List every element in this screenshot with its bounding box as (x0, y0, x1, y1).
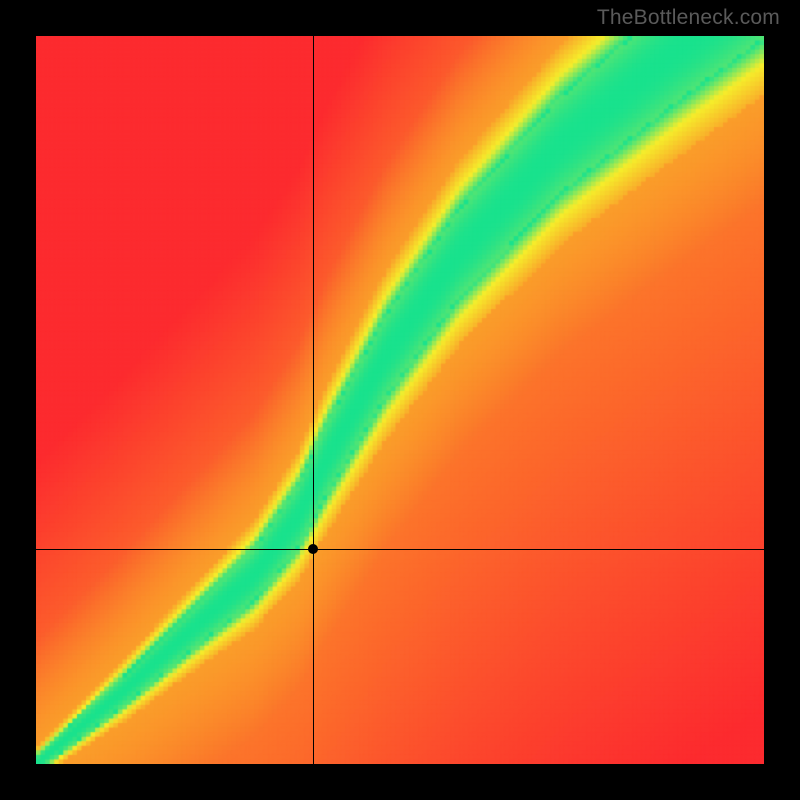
bottleneck-heatmap (36, 36, 764, 764)
watermark-text: TheBottleneck.com (597, 6, 780, 30)
crosshair-horizontal (36, 549, 764, 550)
chart-frame: TheBottleneck.com (0, 0, 800, 800)
crosshair-vertical (313, 36, 314, 764)
